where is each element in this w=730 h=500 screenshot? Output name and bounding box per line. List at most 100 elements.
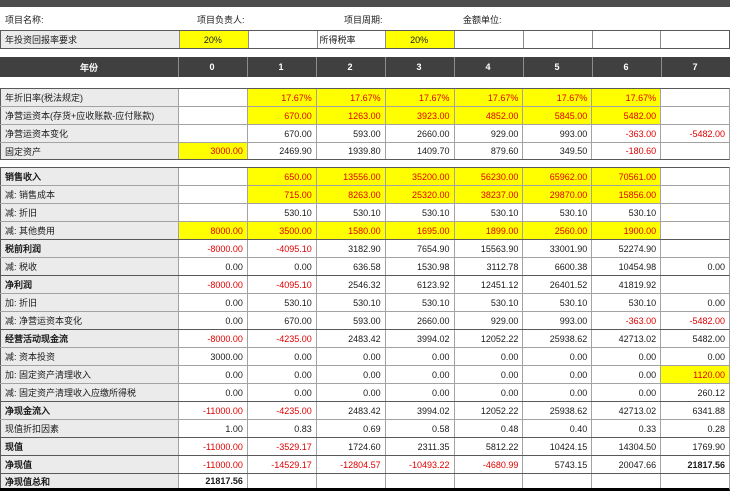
year-header-label: 年份 xyxy=(0,57,178,77)
cell-year-7: 0.00 xyxy=(660,348,729,365)
cell-year-2[interactable]: 8263.00 xyxy=(315,186,385,203)
row-label: 减: 销售成本 xyxy=(0,186,178,203)
cell-year-5: 530.10 xyxy=(522,294,591,311)
cell-year-6 xyxy=(591,474,660,488)
cell-year-3: 0.58 xyxy=(384,420,454,437)
cell-year-4: 929.00 xyxy=(453,125,523,142)
table-row: 减: 资本投资 3000.00 0.00 0.00 0.00 0.00 0.00 0.00 0.… xyxy=(0,347,730,365)
row-label: 税前利润 xyxy=(0,240,178,257)
roi-requirement-input[interactable]: 20% xyxy=(179,31,248,48)
cell-year-7: 0.28 xyxy=(660,420,729,437)
cell-year-5[interactable]: 65962.00 xyxy=(522,168,592,185)
cell-year-0[interactable]: 8000.00 xyxy=(178,222,247,239)
cell-year-6[interactable]: 5482.00 xyxy=(591,107,661,124)
cell-year-1[interactable]: 715.00 xyxy=(246,186,316,203)
cell-year-0: -8000.00 xyxy=(178,330,247,347)
cell-year-5[interactable]: 5845.00 xyxy=(522,107,592,124)
cell-year-0: -11000.00 xyxy=(178,438,247,455)
cell-year-4: 15563.90 xyxy=(453,240,523,257)
cell-year-6: 530.10 xyxy=(591,204,660,221)
cell-year-1[interactable]: 650.00 xyxy=(246,168,316,185)
cell-year-7: 5482.00 xyxy=(660,330,729,347)
cell-year-5: 0.00 xyxy=(522,348,591,365)
table-row: 减: 税收 0.00 0.00 636.58 1530.98 3112.78 6600.38… xyxy=(0,257,730,275)
year-col-1: 1 xyxy=(247,57,316,77)
cell-year-2[interactable]: 17.67% xyxy=(315,89,385,106)
cell-year-0 xyxy=(178,107,247,124)
cell-year-7: 0.00 xyxy=(660,294,729,311)
cell-year-2: 593.00 xyxy=(315,125,385,142)
cell-year-4[interactable]: 17.67% xyxy=(453,89,523,106)
cell-year-4[interactable]: 4852.00 xyxy=(453,107,523,124)
cell-year-3[interactable]: 17.67% xyxy=(384,89,454,106)
cell-year-4[interactable]: 1899.00 xyxy=(453,222,523,239)
cell-year-6: -363.00 xyxy=(591,125,660,142)
cell-year-3: 6123.92 xyxy=(384,276,454,293)
cell-year-3: 3994.02 xyxy=(384,402,454,419)
cell-year-6[interactable]: 70561.00 xyxy=(591,168,661,185)
cell-year-5: 6600.38 xyxy=(522,258,591,275)
cell-year-6[interactable]: 17.67% xyxy=(591,89,661,106)
cell-year-4: 530.10 xyxy=(453,294,523,311)
cell-year-1[interactable]: 670.00 xyxy=(246,107,316,124)
table-row: 净利润 -8000.00 -4095.10 2546.32 6123.92 12451.1… xyxy=(0,275,730,293)
cell-year-7 xyxy=(660,186,729,203)
param-cell-4 xyxy=(454,31,523,48)
income-tax-rate-input[interactable]: 20% xyxy=(385,31,454,48)
cell-year-5[interactable]: 17.67% xyxy=(522,89,592,106)
cell-year-4: 0.00 xyxy=(453,366,523,383)
cell-year-4[interactable]: 56230.00 xyxy=(453,168,523,185)
year-col-0: 0 xyxy=(178,57,247,77)
cell-year-2[interactable]: 1263.00 xyxy=(315,107,385,124)
spacer xyxy=(0,77,730,88)
cell-year-0: 0.00 xyxy=(178,384,247,401)
cell-year-4[interactable]: 38237.00 xyxy=(453,186,523,203)
table-row: 减: 销售成本 715.00 8263.00 25320.00 38237.00 2987… xyxy=(0,185,730,203)
cell-year-3: 0.00 xyxy=(384,384,454,401)
cell-year-4: -4680.99 xyxy=(453,456,523,473)
cell-year-6: 530.10 xyxy=(591,294,660,311)
cell-year-7[interactable]: 1120.00 xyxy=(660,366,729,383)
cell-year-3[interactable]: 25320.00 xyxy=(384,186,454,203)
cell-year-1[interactable]: 3500.00 xyxy=(246,222,316,239)
cell-year-7 xyxy=(660,222,729,239)
cell-year-6[interactable]: 15856.00 xyxy=(591,186,661,203)
cell-year-4: 12451.12 xyxy=(453,276,523,293)
cell-year-3[interactable]: 3923.00 xyxy=(384,107,454,124)
cell-year-3: 1530.98 xyxy=(384,258,454,275)
cell-year-6[interactable]: 1900.00 xyxy=(591,222,661,239)
cell-year-0: 0.00 xyxy=(178,294,247,311)
project-manager-label: 项目负责人: xyxy=(197,15,245,25)
cell-year-3[interactable]: 1695.00 xyxy=(384,222,454,239)
cell-year-0[interactable]: 3000.00 xyxy=(178,143,247,159)
cell-year-1: 0.00 xyxy=(246,348,316,365)
cell-year-1: 0.00 xyxy=(246,384,316,401)
cell-year-3[interactable]: 35200.00 xyxy=(384,168,454,185)
cell-year-2: 0.00 xyxy=(315,366,385,383)
cell-year-3: 0.00 xyxy=(384,348,454,365)
cell-year-7 xyxy=(660,276,729,293)
cell-year-5[interactable]: 2560.00 xyxy=(522,222,592,239)
cell-year-2: 530.10 xyxy=(315,294,385,311)
table-row: 固定资产 3000.00 2469.90 1939.80 1409.70 879.60 34… xyxy=(0,142,730,160)
param-cell-7 xyxy=(660,31,729,48)
param-cell-1 xyxy=(247,31,317,48)
cell-year-2[interactable]: 1580.00 xyxy=(315,222,385,239)
cell-year-1[interactable]: 17.67% xyxy=(246,89,316,106)
row-label: 减: 资本投资 xyxy=(0,348,178,365)
cell-year-6: 0.00 xyxy=(591,366,660,383)
year-col-3: 3 xyxy=(385,57,454,77)
cell-year-0 xyxy=(178,89,247,106)
cell-year-2[interactable]: 13556.00 xyxy=(315,168,385,185)
cell-year-5: 25938.62 xyxy=(522,402,591,419)
cell-year-1: -4095.10 xyxy=(246,276,316,293)
row-label: 现值折扣因素 xyxy=(0,420,178,437)
cell-year-5[interactable]: 29870.00 xyxy=(522,186,592,203)
cell-year-3: 530.10 xyxy=(384,204,454,221)
cell-year-5 xyxy=(522,474,591,488)
cell-year-3 xyxy=(384,474,454,488)
year-col-2: 2 xyxy=(316,57,385,77)
spacer xyxy=(0,49,730,57)
row-label: 减: 净营运资本变化 xyxy=(0,312,178,329)
